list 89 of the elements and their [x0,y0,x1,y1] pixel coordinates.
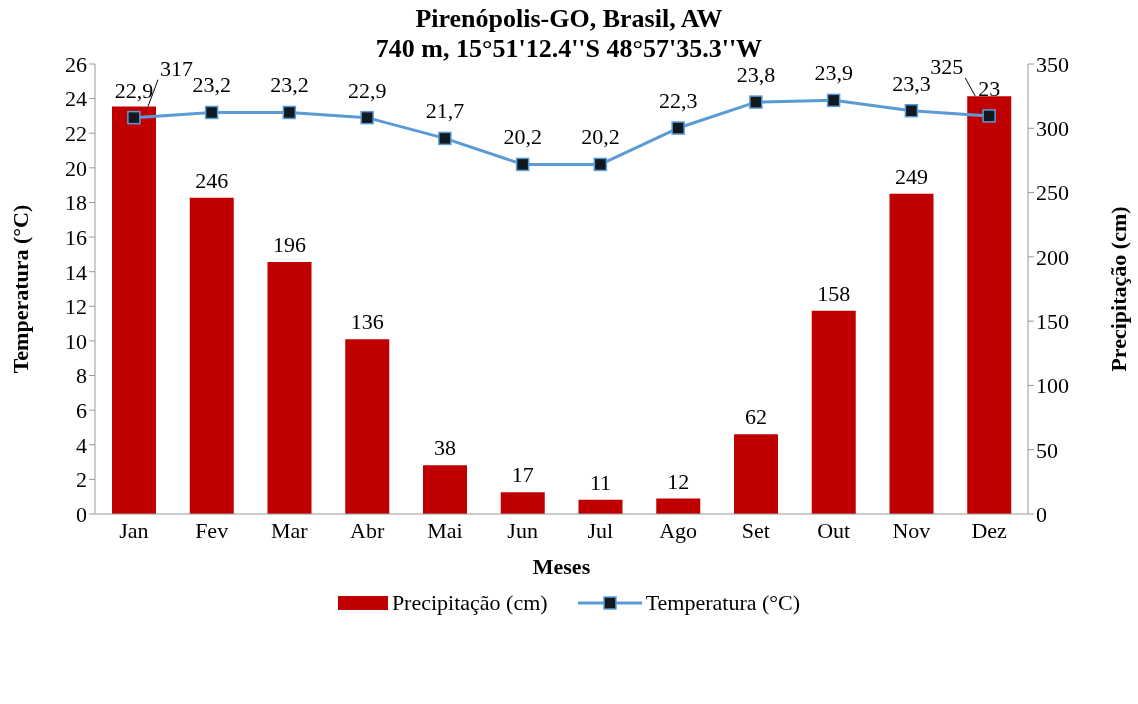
point [904,103,919,118]
data-label: 17 [511,462,534,488]
legend-label: Precipitação (cm) [391,590,548,616]
data-label: 20,2 [503,124,542,150]
data-label: 23,8 [736,62,776,88]
y2-axis-title: Precipitação (cm) [1105,206,1131,372]
bar [189,197,234,514]
x-tick-label: Jun [507,517,538,543]
x-tick-label: Dez [971,517,1008,543]
y-axis-title: Temperatura (°C) [7,204,33,374]
chart-subtitle: 740 m, 15°51'12.4''S 48°57'35.3''W [375,34,763,63]
data-label: 22,3 [658,88,698,114]
point [127,110,141,125]
data-label: 325 [930,53,964,79]
y-tick-label: 22 [65,121,87,147]
y-tick-label: 10 [65,328,87,354]
x-tick-label: Out [817,517,851,543]
point [204,105,219,120]
point [982,109,996,123]
y-tick-label: 0 [76,501,87,527]
data-label: 20,2 [581,124,620,150]
data-label: 23,9 [814,60,853,86]
legend-label: Temperatura (°C) [645,590,801,616]
x-tick-label: Set [741,517,770,543]
y2-tick-label: 150 [1036,308,1069,334]
bar [423,465,467,514]
bar [734,434,778,514]
point [671,121,685,135]
y-tick-label: 26 [65,51,87,77]
point [360,110,374,125]
y2-tick-label: 350 [1036,51,1069,77]
y-tick-label: 6 [76,397,87,423]
data-label: 23,2 [270,72,309,98]
y-tick-label: 24 [65,86,87,112]
x-tick-label: Fev [195,517,229,543]
point [438,131,452,146]
bar [345,339,390,514]
y2-tick-label: 250 [1036,180,1069,206]
y2-tick-label: 100 [1036,373,1069,399]
data-label: 158 [817,280,851,306]
y-tick-label: 12 [65,294,87,320]
bar [112,106,156,514]
y-tick-label: 16 [65,224,87,250]
data-label: 38 [434,435,456,461]
point [282,105,297,120]
data-label: 246 [195,167,229,193]
y2-tick-label: 0 [1036,501,1047,527]
y2-tick-label: 300 [1036,116,1069,142]
y-tick-label: 20 [65,155,87,181]
bar [889,193,934,514]
point [826,93,841,108]
data-label: 23,3 [892,70,931,96]
data-label: 196 [273,232,306,257]
data-label: 11 [589,469,612,495]
bar [967,96,1012,514]
y-tick-label: 18 [65,190,87,216]
x-tick-label: Mai [427,517,463,543]
x-tick-label: Jan [119,517,149,543]
chart-title: Pirenópolis-GO, Brasil, AW [414,4,724,34]
data-label: 249 [895,163,928,189]
data-label: 22,9 [347,77,387,103]
data-label: 22,9 [114,77,154,103]
point [749,95,763,109]
data-label: 62 [745,404,767,430]
bar [656,498,701,514]
data-label: 23,2 [192,72,231,98]
y-tick-label: 2 [76,467,87,493]
x-tick-label: Nov [892,517,931,543]
x-tick-label: Ago [659,517,698,543]
x-tick-label: Abr [350,517,385,543]
data-label: 23 [978,75,1001,101]
point [515,157,530,172]
y2-tick-label: 200 [1036,244,1069,270]
data-label: 317 [160,55,193,81]
data-label: 12 [667,468,690,494]
y-tick-label: 4 [76,432,87,458]
point [593,157,608,172]
y-tick-label: 8 [76,363,87,389]
bar [267,262,312,514]
bar [811,310,856,514]
y-tick-label: 14 [65,259,87,285]
x-axis-title: Meses [532,554,591,579]
y2-tick-label: 50 [1036,437,1058,463]
bar [500,492,545,514]
data-label: 21,7 [425,98,465,124]
x-tick-label: Jul [587,517,614,543]
bar [578,499,623,514]
x-tick-label: Mar [271,517,309,543]
data-label: 136 [350,309,384,335]
